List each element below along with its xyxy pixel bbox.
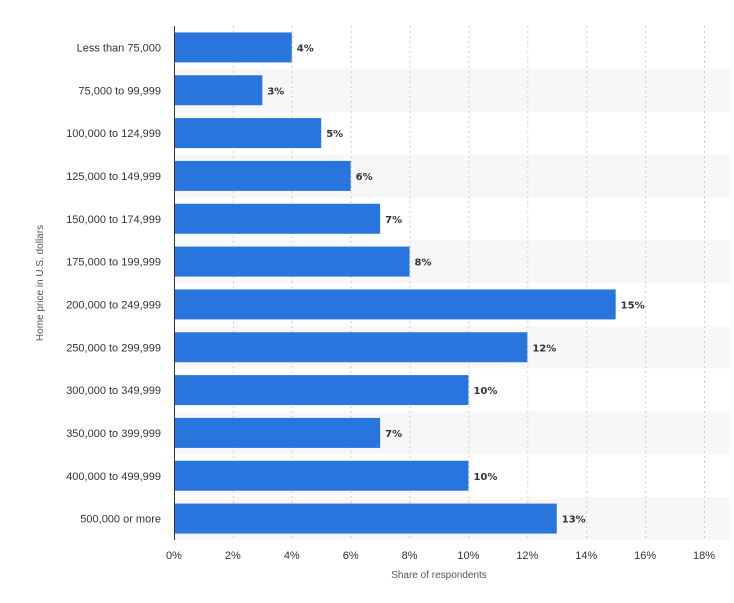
x-tick-label: 0%	[166, 550, 182, 562]
x-tick-label: 18%	[693, 550, 715, 562]
x-tick-label: 2%	[225, 550, 241, 562]
data-label: 10%	[473, 472, 497, 483]
category-label: 500,000 or more	[80, 514, 161, 526]
bar	[175, 75, 263, 106]
category-labels: Less than 75,000 75,000 to 99,999 100,000 …	[66, 42, 161, 525]
bar	[175, 118, 322, 149]
data-label: 7%	[385, 429, 402, 440]
data-label: 5%	[326, 129, 343, 140]
data-label: 3%	[267, 86, 284, 97]
bar	[175, 246, 410, 277]
x-tick-label: 16%	[634, 550, 656, 562]
bar	[175, 32, 292, 63]
bar	[175, 460, 469, 491]
bar	[175, 160, 351, 191]
category-label: 125,000 to 149,999	[66, 171, 161, 183]
bar	[175, 332, 528, 363]
bar	[175, 503, 557, 534]
bar	[175, 417, 381, 448]
category-label: 100,000 to 124,999	[66, 128, 161, 140]
data-labels: 4% 3% 5% 6% 7% 8% 15% 12% 10% 7% 10% 13%	[267, 43, 644, 525]
x-tick-labels: 0% 2% 4% 6% 8% 10% 12% 14% 16% 18%	[166, 550, 715, 562]
x-axis-title: Share of respondents	[391, 570, 487, 581]
bar	[175, 289, 616, 320]
category-label: 175,000 to 199,999	[66, 257, 161, 269]
category-label: 200,000 to 249,999	[66, 299, 161, 311]
data-label: 15%	[621, 300, 645, 311]
x-tick-label: 10%	[457, 550, 479, 562]
bar	[175, 203, 381, 234]
data-label: 4%	[297, 43, 314, 54]
category-label: Less than 75,000	[77, 42, 161, 54]
category-label: 250,000 to 299,999	[66, 342, 161, 354]
x-tick-label: 12%	[516, 550, 538, 562]
category-label: 350,000 to 399,999	[66, 428, 161, 440]
gridlines	[232, 26, 705, 540]
data-label: 12%	[532, 343, 556, 354]
x-tick-label: 14%	[575, 550, 597, 562]
x-tick-label: 6%	[343, 550, 359, 562]
data-label: 7%	[385, 215, 402, 226]
y-axis-title: Home price in U.S. dollars	[35, 225, 46, 341]
category-label: 300,000 to 349,999	[66, 385, 161, 397]
data-label: 10%	[473, 386, 497, 397]
bar	[175, 375, 469, 406]
data-label: 13%	[562, 515, 586, 526]
category-label: 75,000 to 99,999	[78, 85, 161, 97]
category-label: 150,000 to 174,999	[66, 214, 161, 226]
x-tick-label: 8%	[402, 550, 418, 562]
bars	[175, 32, 616, 534]
row-band	[174, 68, 730, 112]
category-label: 400,000 to 499,999	[66, 471, 161, 483]
data-label: 6%	[356, 172, 373, 183]
data-label: 8%	[415, 258, 432, 269]
x-tick-label: 4%	[284, 550, 300, 562]
